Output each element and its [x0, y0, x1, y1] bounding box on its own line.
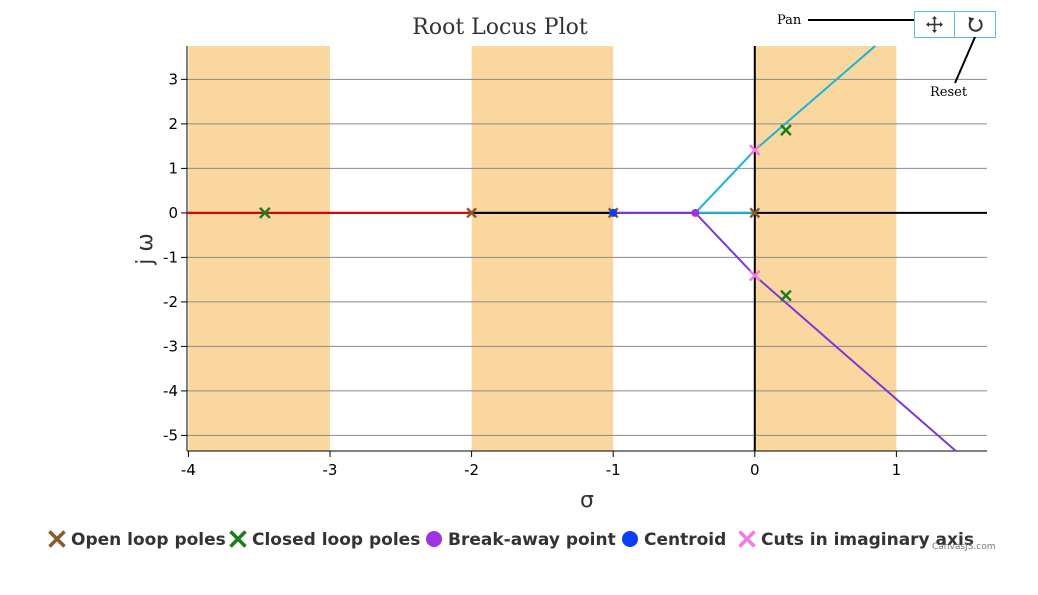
closed-loop-pole-marker-stroke	[258, 207, 271, 219]
chart-title: Root Locus Plot	[412, 15, 588, 40]
shaded-band	[471, 46, 614, 451]
x-axis-title: σ	[580, 488, 594, 513]
legend-item: Centroid	[622, 530, 726, 550]
x-tick-label: -3	[323, 461, 338, 479]
shaded-band	[188, 46, 331, 451]
legend-item: Cuts in imaginary axis	[738, 530, 974, 550]
open-loop-pole-marker	[466, 207, 477, 219]
open-loop-pole-marker	[749, 207, 761, 219]
legend-item: Open loop poles	[48, 530, 226, 550]
closed-loop-pole-marker	[780, 124, 792, 136]
legend-cross-symbol	[48, 530, 66, 548]
reset-button[interactable]	[954, 11, 996, 38]
y-axis-title: j ω	[133, 233, 158, 266]
y-tick-label: 1	[168, 159, 178, 177]
legend-cross-symbol	[738, 530, 756, 548]
imaginary-cut-marker	[748, 269, 761, 282]
closed-loop-pole-marker-stroke	[780, 124, 792, 136]
legend-label: Centroid	[644, 530, 726, 550]
y-tick-label: -5	[163, 426, 178, 444]
open-loop-pole-marker-stroke	[749, 207, 761, 219]
pan-icon	[926, 16, 943, 33]
y-tick-label: 3	[168, 70, 178, 88]
closed-loop-pole-marker-stroke	[780, 289, 792, 302]
reset-annotation-line	[954, 36, 976, 84]
x-tick-label: 0	[750, 461, 760, 479]
y-tick-label: 0	[168, 204, 178, 222]
legend-circle-symbol	[426, 531, 442, 547]
legend-cross-symbol-stroke	[229, 530, 247, 548]
centroid-marker	[609, 208, 618, 217]
y-tick-label: -2	[163, 293, 178, 311]
closed-loop-pole-marker	[780, 289, 792, 302]
shaded-bands	[188, 46, 897, 451]
x-tick-label: -2	[464, 461, 479, 479]
shaded-band	[754, 46, 897, 451]
locus-markers	[258, 124, 792, 302]
pan-button[interactable]	[914, 11, 955, 38]
closed-loop-pole-marker	[258, 207, 271, 219]
reset-icon	[968, 17, 983, 32]
y-tick-label: -1	[163, 248, 178, 266]
legend-circle-symbol	[622, 531, 638, 547]
legend-cross-symbol-stroke	[48, 530, 66, 548]
chart-toolbar: Pan Reset	[777, 11, 996, 100]
legend-item: Closed loop poles	[229, 530, 420, 550]
y-tick-label: -4	[163, 382, 178, 400]
grid-lines	[187, 78, 987, 436]
legend-cross-symbol	[229, 530, 247, 548]
x-tick-label: 1	[892, 461, 902, 479]
pan-annotation: Pan	[777, 13, 802, 28]
legend-item: Break-away point	[426, 530, 616, 550]
break-away-point-marker	[691, 208, 700, 217]
reset-annotation: Reset	[930, 85, 968, 100]
imaginary-cut-marker-stroke	[748, 144, 761, 157]
legend-label: Cuts in imaginary axis	[761, 530, 974, 550]
legend: Open loop poles Closed loop poles Break-aw…	[48, 530, 974, 550]
x-tick-label: -1	[606, 461, 621, 479]
credit-text: CanvasJS.com	[932, 542, 995, 552]
legend-label: Closed loop poles	[252, 530, 420, 550]
y-tick-label: -3	[163, 337, 178, 355]
imaginary-cut-marker	[748, 144, 761, 157]
legend-label: Break-away point	[448, 530, 616, 550]
legend-cross-symbol-stroke	[738, 530, 756, 548]
y-tick-label: 2	[168, 115, 178, 133]
x-tick-label: -4	[181, 461, 196, 479]
open-loop-pole-marker-stroke	[466, 207, 477, 219]
legend-label: Open loop poles	[71, 530, 226, 550]
imaginary-cut-marker-stroke	[748, 269, 761, 282]
